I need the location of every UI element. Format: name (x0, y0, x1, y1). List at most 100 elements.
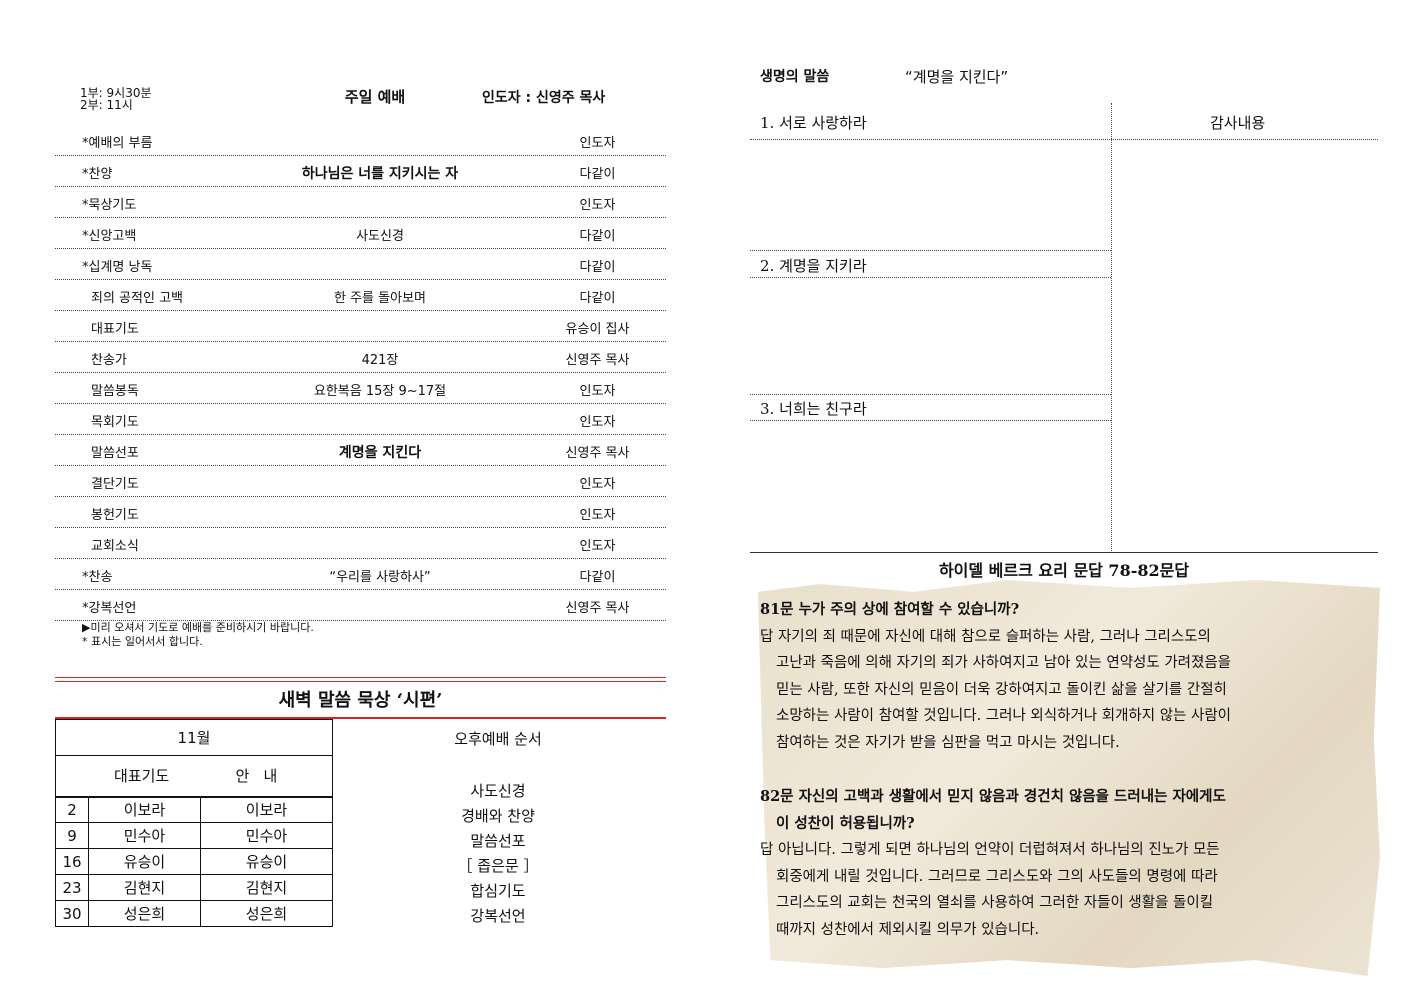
service-row: *신앙고백 사도신경 다같이 (55, 218, 666, 249)
point-3: 3. 너희는 친구라 (760, 400, 867, 418)
service-content: “우리를 사랑하사” (329, 570, 431, 585)
divider (750, 277, 1111, 278)
dawn-header: 대표기도 안 내 (55, 755, 333, 798)
day-cell: 16 (55, 848, 89, 875)
service-row: *강복선언 신영주 목사 (55, 590, 666, 621)
service-item: 목회기도 (91, 415, 139, 430)
month-cell: 11월 (55, 719, 333, 756)
service-by: 다같이 (579, 260, 616, 275)
dawn-row: 30 성은희 성은희 (55, 900, 333, 927)
divider (55, 677, 666, 678)
dawn-row: 9 민수아 민수아 (55, 822, 333, 849)
service-row: *찬양 하나님은 너를 지키시는 자 다같이 (55, 156, 666, 187)
service-content: 계명을 지킨다 (338, 445, 422, 461)
service-row: 목회기도 인도자 (55, 404, 666, 435)
guide-cell: 민수아 (200, 822, 333, 849)
service-item: 말씀봉독 (91, 384, 139, 399)
paper-texture-background (758, 580, 1380, 976)
service-item: 말씀선포 (91, 446, 139, 461)
service-item: *찬양 (82, 167, 113, 182)
service-row: 말씀선포 계명을 지킨다 신영주 목사 (55, 435, 666, 466)
guide-cell: 성은희 (200, 900, 333, 927)
day-cell: 9 (55, 822, 89, 849)
service-row: 봉헌기도 인도자 (55, 497, 666, 528)
question-82: 82문 자신의 고백과 생활에서 믿지 않음과 경건치 않음을 드러내는 자에게… (760, 788, 1226, 805)
catechism-title: 하이델 베르크 요리 문답 78-82문답 (938, 561, 1190, 580)
service-content: 사도신경 (356, 229, 404, 244)
dawn-table: 11월 대표기도 안 내 2 이보라 이보라 9 민수아 민수아 16 유승이 유승이 23 김현지… (55, 719, 333, 927)
col-guide: 안 내 (235, 767, 278, 786)
answer-82: 답 아닙니다. 그렇게 되면 하나님의 언약이 더럽혀져서 하나님의 진노가 모… (760, 837, 1360, 943)
service-item: *묵상기도 (82, 198, 137, 213)
catechism-82: 82문 자신의 고백과 생활에서 믿지 않음과 경건치 않음을 드러내는 자에게… (760, 784, 1360, 943)
sermon-heading: 생명의 말씀 (760, 69, 830, 85)
answer-line: 답 자기의 죄 때문에 자신에 대해 참으로 슬퍼하는 사람, 그러나 그리스도… (760, 628, 1211, 645)
service-by: 인도자 (579, 477, 616, 492)
service-title: 주일 예배 (344, 88, 406, 106)
service-by: 다같이 (579, 167, 616, 182)
service-row: *찬송 “우리를 사랑하사” 다같이 (55, 559, 666, 590)
service-item: *찬송 (82, 570, 113, 585)
divider (750, 139, 1378, 140)
note-stand: * 표시는 일어서서 합니다. (82, 635, 203, 648)
service-by: 다같이 (579, 291, 616, 306)
day-cell: 2 (55, 796, 89, 823)
dawn-title: 새벽 말씀 묵상 ‘시편’ (278, 690, 443, 711)
afternoon-order: 오후예배 순서 사도신경 경배와 찬양 말씀선포 ［ 좁은문 ］ 합심기도 강복선언 (340, 728, 656, 925)
service-by: 신영주 목사 (565, 446, 630, 461)
service-row: 교회소식 인도자 (55, 528, 666, 559)
note-prepare: ▶미리 오셔서 기도로 예배를 준비하시기 바랍니다. (82, 621, 314, 634)
service-by: 인도자 (579, 136, 616, 151)
service-row: 결단기도 인도자 (55, 466, 666, 497)
day-cell: 30 (55, 900, 89, 927)
service-leader: 인도자 : 신영주 목사 (482, 90, 606, 106)
service-row: 대표기도 유승이 집사 (55, 311, 666, 342)
afternoon-item: 경배와 찬양 (461, 807, 535, 825)
answer-line: 믿는 사람, 또한 자신의 믿음이 더욱 강하여지고 돌이킨 삶을 살기를 간절… (776, 681, 1227, 698)
service-by: 인도자 (579, 384, 616, 399)
service-row: *십계명 낭독 다같이 (55, 249, 666, 280)
service-item: *신앙고백 (82, 229, 137, 244)
afternoon-item: 말씀선포 (470, 832, 526, 850)
service-by: 인도자 (579, 198, 616, 213)
afternoon-item: ［ 좁은문 ］ (457, 857, 539, 875)
service-content: 하나님은 너를 지키시는 자 (301, 166, 459, 182)
col-prayer: 대표기도 (114, 767, 170, 786)
dawn-row: 16 유승이 유승이 (55, 848, 333, 875)
answer-line: 고난과 죽음에 의해 자기의 죄가 사하여지고 남아 있는 연약성도 가려졌음을 (776, 655, 1232, 671)
afternoon-item: 사도신경 (470, 782, 526, 800)
service-content: 421장 (361, 353, 399, 368)
service-content: 요한복음 15장 9~17절 (313, 384, 447, 399)
prayer-cell: 민수아 (88, 822, 201, 849)
prayer-cell: 성은희 (88, 900, 201, 927)
service-by: 인도자 (579, 415, 616, 430)
service-row: *묵상기도 인도자 (55, 187, 666, 218)
answer-line: 그리스도의 교회는 천국의 열쇠를 사용하여 그러한 자들이 생활을 돌이킬 (776, 895, 1214, 911)
dawn-row: 2 이보라 이보라 (55, 796, 333, 823)
service-item: 교회소식 (91, 539, 139, 554)
guide-cell: 유승이 (200, 848, 333, 875)
answer-line: 답 아닙니다. 그렇게 되면 하나님의 언약이 더럽혀져서 하나님의 진노가 모… (760, 842, 1220, 858)
divider (55, 681, 666, 682)
prayer-cell: 유승이 (88, 848, 201, 875)
point-1: 1. 서로 사랑하라 (760, 114, 867, 132)
question-81: 81문 누가 주의 상에 참여할 수 있습니까? (760, 601, 1020, 618)
service-by: 다같이 (579, 570, 616, 585)
answer-81: 답 자기의 죄 때문에 자신에 대해 참으로 슬퍼하는 사람, 그러나 그리스도… (760, 624, 1360, 757)
service-by: 신영주 목사 (565, 601, 630, 616)
day-cell: 23 (55, 874, 89, 901)
thanks-heading: 감사내용 (1210, 114, 1266, 132)
guide-cell: 김현지 (200, 874, 333, 901)
afternoon-item: 강복선언 (470, 907, 526, 925)
service-row: 찬송가 421장 신영주 목사 (55, 342, 666, 373)
service-item: *강복선언 (82, 601, 137, 616)
divider (750, 394, 1111, 395)
service-row: *예배의 부름 인도자 (55, 125, 666, 156)
divider (55, 717, 666, 719)
service-row: 말씀봉독 요한복음 15장 9~17절 인도자 (55, 373, 666, 404)
answer-line: 참여하는 것은 자기가 받을 심판을 먹고 마시는 것입니다. (776, 734, 1120, 751)
service-item: 봉헌기도 (91, 508, 139, 523)
service-item: 대표기도 (91, 322, 139, 337)
prayer-cell: 이보라 (88, 796, 201, 823)
afternoon-title: 오후예배 순서 (454, 730, 542, 748)
